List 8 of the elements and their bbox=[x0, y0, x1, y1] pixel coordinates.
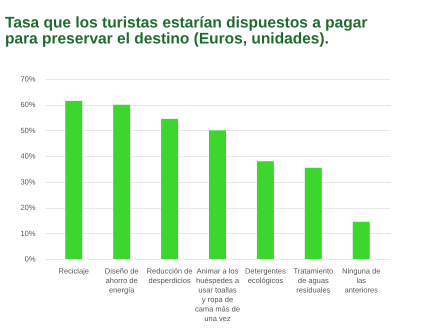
bar bbox=[161, 118, 178, 259]
chart-title: Tasa que los turistas estarían dispuestos a pagar para preservar el destino (Euros, unidades). bbox=[5, 14, 368, 48]
bar bbox=[65, 100, 82, 259]
bar bbox=[209, 130, 226, 259]
bar bbox=[256, 161, 274, 259]
bar bbox=[352, 222, 370, 259]
bar bbox=[113, 104, 130, 259]
bar bbox=[304, 168, 322, 259]
